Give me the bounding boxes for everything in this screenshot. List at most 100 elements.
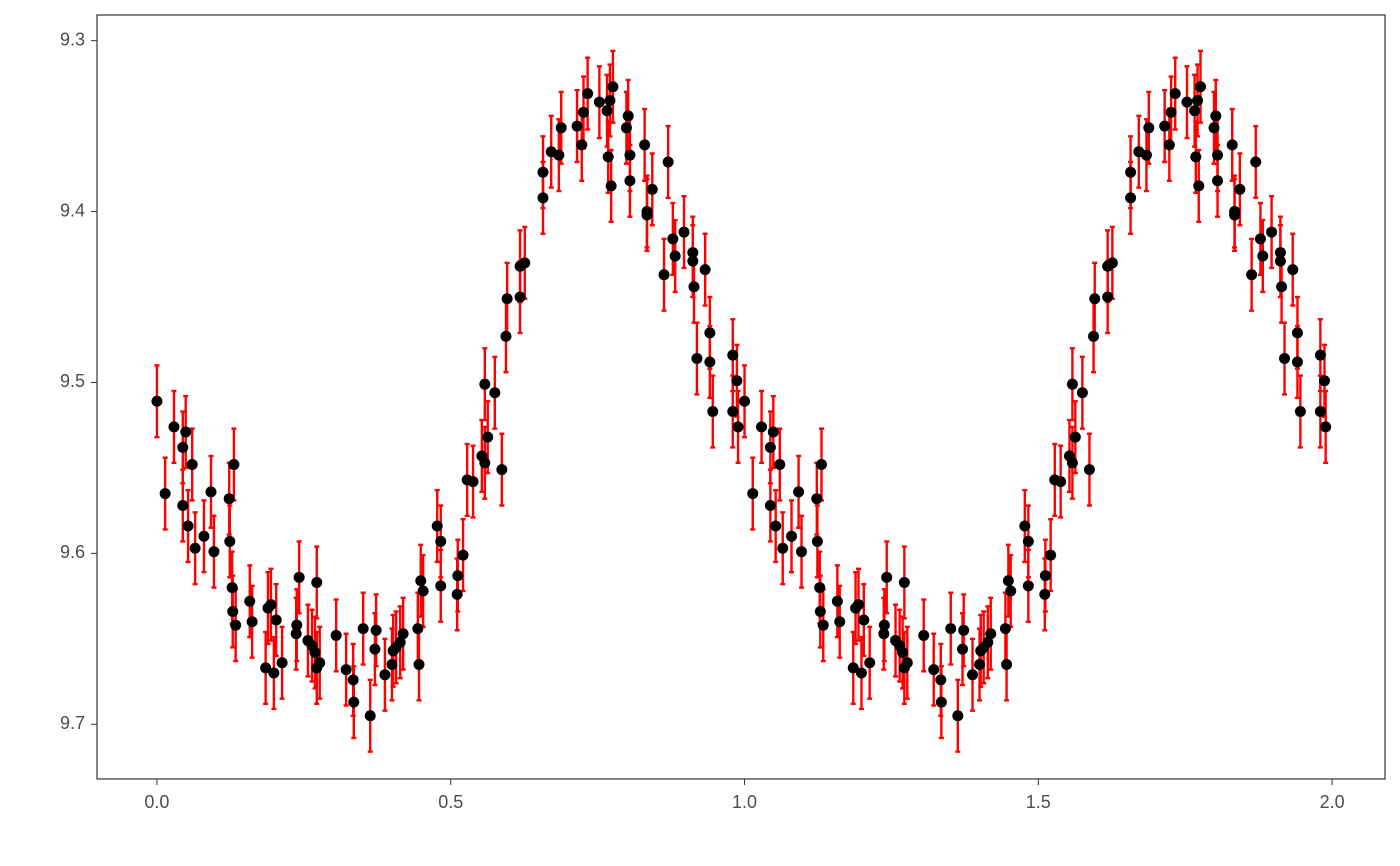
point [180, 426, 192, 438]
x-tick-label: 0.0 [144, 792, 169, 812]
point [985, 628, 997, 640]
point [1001, 658, 1013, 670]
point [276, 657, 288, 669]
point [265, 599, 277, 611]
point [1274, 255, 1286, 267]
x-tick-label: 0.5 [438, 792, 463, 812]
point [605, 180, 617, 192]
point [467, 476, 479, 488]
point [397, 628, 409, 640]
point [482, 431, 494, 443]
point [786, 530, 798, 542]
point [593, 96, 605, 108]
point [514, 291, 526, 303]
point [1005, 585, 1017, 597]
point [1314, 349, 1326, 361]
point [793, 486, 805, 498]
point [431, 520, 443, 532]
point [669, 250, 681, 262]
point [658, 269, 670, 281]
point [811, 535, 823, 547]
point [198, 530, 210, 542]
point [688, 281, 700, 293]
point [864, 657, 876, 669]
point [897, 647, 909, 659]
point [704, 327, 716, 339]
point [1181, 96, 1193, 108]
point [732, 421, 744, 433]
point [227, 606, 239, 618]
point [704, 356, 716, 368]
y-tick-label: 9.6 [60, 542, 85, 562]
point [1257, 250, 1269, 262]
point [1022, 535, 1034, 547]
point [314, 657, 326, 669]
point [918, 629, 930, 641]
point [739, 395, 751, 407]
point [699, 264, 711, 276]
point [1194, 81, 1206, 93]
point [727, 406, 739, 418]
point [847, 662, 859, 674]
point [767, 426, 779, 438]
point [571, 120, 583, 132]
x-tick-label: 2.0 [1320, 792, 1345, 812]
point [935, 696, 947, 708]
point [347, 674, 359, 686]
point [501, 293, 513, 305]
point [1102, 291, 1114, 303]
point [582, 88, 594, 100]
point [1291, 356, 1303, 368]
point [151, 395, 163, 407]
point [270, 614, 282, 626]
point [348, 696, 360, 708]
point [646, 183, 658, 195]
point [756, 421, 768, 433]
point [370, 624, 382, 636]
point [1274, 247, 1286, 259]
point [1165, 106, 1177, 118]
point [811, 493, 823, 505]
point [226, 582, 238, 594]
point [479, 457, 491, 469]
point [691, 353, 703, 365]
point [853, 599, 865, 611]
point [1193, 180, 1205, 192]
point [624, 149, 636, 161]
point [394, 636, 406, 648]
point [435, 535, 447, 547]
point [205, 486, 217, 498]
point [1287, 264, 1299, 276]
point [957, 643, 969, 655]
point [1066, 457, 1078, 469]
point [1192, 94, 1204, 106]
point [777, 542, 789, 554]
point [1066, 378, 1078, 390]
point [230, 619, 242, 631]
y-tick-label: 9.5 [60, 371, 85, 391]
point [604, 94, 616, 106]
point [364, 710, 376, 722]
point [177, 441, 189, 453]
point [817, 619, 829, 631]
point [1055, 476, 1067, 488]
point [340, 664, 352, 676]
point [1163, 139, 1175, 151]
point [855, 667, 867, 679]
point [1083, 464, 1095, 476]
point [1076, 387, 1088, 399]
point [379, 669, 391, 681]
point [1291, 327, 1303, 339]
y-tick-label: 9.3 [60, 29, 85, 49]
point [747, 488, 759, 500]
point [999, 623, 1011, 635]
point [1069, 431, 1081, 443]
point [330, 629, 342, 641]
point [555, 122, 567, 134]
point [1314, 406, 1326, 418]
point [223, 493, 235, 505]
point [667, 233, 679, 245]
point [1210, 110, 1222, 122]
point [1208, 122, 1220, 134]
